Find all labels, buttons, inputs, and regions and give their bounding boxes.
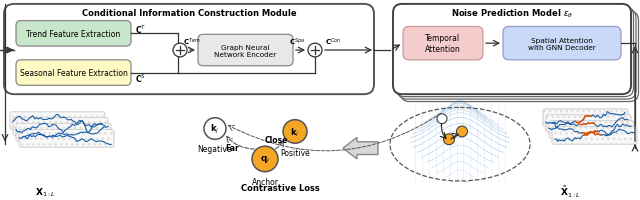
Circle shape xyxy=(444,134,454,145)
Circle shape xyxy=(437,114,447,124)
Text: $\mathbf{C}^T$: $\mathbf{C}^T$ xyxy=(135,23,147,35)
FancyArrow shape xyxy=(343,138,378,159)
Text: $\mathbf{k}_j$: $\mathbf{k}_j$ xyxy=(211,122,220,135)
Text: $\mathbf{C}^{Tem}$: $\mathbf{C}^{Tem}$ xyxy=(183,36,200,48)
FancyBboxPatch shape xyxy=(503,27,621,61)
FancyBboxPatch shape xyxy=(198,35,293,66)
FancyBboxPatch shape xyxy=(393,5,631,95)
FancyBboxPatch shape xyxy=(10,112,105,130)
Text: Graph Neural
Network Encoder: Graph Neural Network Encoder xyxy=(214,44,276,57)
Text: $\mathbf{k}_i$: $\mathbf{k}_i$ xyxy=(291,126,300,138)
Text: $\tilde{\mathbf{X}}_{1:L}$: $\tilde{\mathbf{X}}_{1:L}$ xyxy=(559,184,580,199)
Text: $\mathbf{C}^{Spa}$: $\mathbf{C}^{Spa}$ xyxy=(289,36,305,48)
Text: Positive: Positive xyxy=(280,148,310,157)
Text: Conditional Information Construction Module: Conditional Information Construction Mod… xyxy=(82,9,296,18)
Text: Negative: Negative xyxy=(198,144,232,153)
Text: $\mathbf{C}^S$: $\mathbf{C}^S$ xyxy=(135,72,146,84)
Circle shape xyxy=(252,146,278,172)
Text: Noise Prediction Model $\epsilon_\theta$: Noise Prediction Model $\epsilon_\theta$ xyxy=(451,7,573,20)
FancyBboxPatch shape xyxy=(16,61,131,86)
Text: Temporal
Attention: Temporal Attention xyxy=(425,34,461,54)
Circle shape xyxy=(204,118,226,140)
FancyBboxPatch shape xyxy=(398,10,636,100)
Text: Spatial Attention
with GNN Decoder: Spatial Attention with GNN Decoder xyxy=(528,37,596,50)
Text: Contrastive Loss: Contrastive Loss xyxy=(241,183,319,192)
FancyBboxPatch shape xyxy=(16,21,131,47)
FancyBboxPatch shape xyxy=(16,124,111,142)
Text: Trend Feature Extraction: Trend Feature Extraction xyxy=(26,30,120,39)
Text: Anchor: Anchor xyxy=(252,177,278,186)
FancyBboxPatch shape xyxy=(401,12,639,102)
FancyBboxPatch shape xyxy=(543,109,628,127)
Text: Close: Close xyxy=(264,135,288,144)
FancyBboxPatch shape xyxy=(4,5,374,95)
FancyBboxPatch shape xyxy=(19,130,114,147)
Circle shape xyxy=(456,126,467,137)
Text: $\mathbf{C}^{Con}$: $\mathbf{C}^{Con}$ xyxy=(325,36,341,48)
Text: $\mathbf{q}_i$: $\mathbf{q}_i$ xyxy=(260,154,270,165)
Text: $\mathbf{X}_{1:L}$: $\mathbf{X}_{1:L}$ xyxy=(35,185,56,198)
FancyBboxPatch shape xyxy=(552,127,637,144)
FancyBboxPatch shape xyxy=(546,115,631,133)
FancyBboxPatch shape xyxy=(396,7,634,97)
Text: Seasonal Feature Extraction: Seasonal Feature Extraction xyxy=(20,69,127,78)
FancyBboxPatch shape xyxy=(549,121,634,139)
FancyBboxPatch shape xyxy=(403,27,483,61)
Circle shape xyxy=(173,44,187,58)
Circle shape xyxy=(283,120,307,144)
Text: Far: Far xyxy=(225,143,239,152)
FancyBboxPatch shape xyxy=(13,118,108,136)
Circle shape xyxy=(308,44,322,58)
